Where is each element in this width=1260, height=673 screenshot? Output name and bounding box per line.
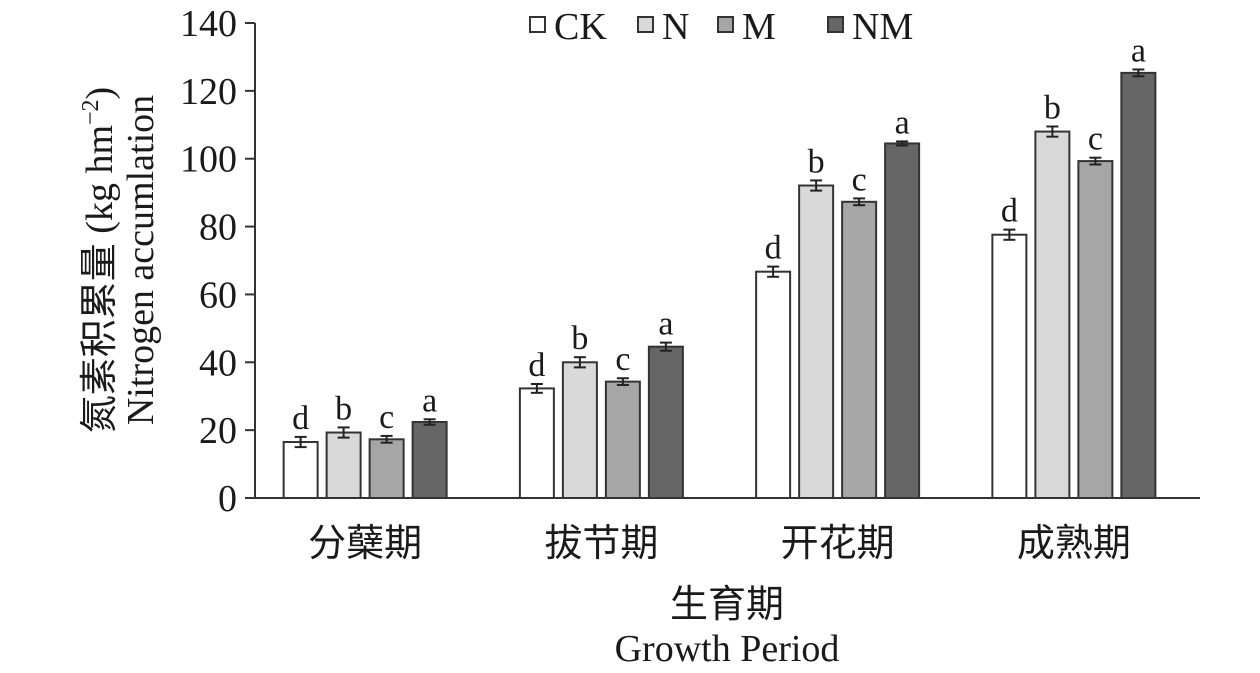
legend-label-n: N bbox=[662, 6, 689, 48]
bar-nm-3 bbox=[1120, 71, 1157, 499]
x-category-label: 分蘖期 bbox=[308, 523, 422, 565]
legend: CK N M NM bbox=[529, 6, 913, 48]
bar-nm-0 bbox=[411, 421, 448, 499]
bar-n-2 bbox=[798, 184, 835, 499]
significance-label: b bbox=[335, 390, 352, 427]
bar-ck-2 bbox=[755, 270, 792, 500]
significance-label: c bbox=[379, 399, 394, 436]
y-axis-title-en: Nitrogen accumlation bbox=[120, 95, 162, 425]
significance-label: d bbox=[528, 347, 545, 384]
x-category-label: 开花期 bbox=[781, 523, 895, 565]
significance-label: d bbox=[765, 230, 782, 267]
y-tick-label: 80 bbox=[199, 207, 237, 249]
legend-label-nm: NM bbox=[852, 6, 913, 48]
bar-m-3 bbox=[1077, 160, 1114, 499]
y-axis-title-sup: −2 bbox=[78, 99, 104, 125]
y-axis-title-close: ) bbox=[79, 87, 121, 100]
y-tick-label: 0 bbox=[218, 478, 237, 520]
significance-label: b bbox=[571, 320, 588, 357]
x-axis-title-en: Growth Period bbox=[615, 628, 840, 670]
significance-label: c bbox=[852, 161, 867, 198]
bar-n-0 bbox=[325, 431, 362, 499]
significance-label: d bbox=[292, 400, 309, 437]
x-axis-title-cn: 生育期 bbox=[670, 584, 784, 626]
y-tick-label: 60 bbox=[199, 274, 237, 316]
y-tick-label: 120 bbox=[180, 71, 237, 113]
significance-label: d bbox=[1001, 193, 1018, 230]
legend-swatch-ck bbox=[529, 16, 546, 33]
bar-ck-0 bbox=[282, 441, 319, 499]
x-category-label: 拔节期 bbox=[544, 523, 658, 565]
significance-label: a bbox=[422, 382, 437, 419]
bar-ck-3 bbox=[991, 233, 1028, 499]
x-category-label: 成熟期 bbox=[1017, 523, 1131, 565]
significance-label: a bbox=[895, 104, 910, 141]
significance-label: c bbox=[1088, 121, 1103, 158]
bar-ck-1 bbox=[518, 387, 555, 499]
legend-label-ck: CK bbox=[554, 6, 607, 48]
y-tick-label: 20 bbox=[199, 410, 237, 452]
legend-swatch-m bbox=[717, 16, 734, 33]
bar-n-1 bbox=[561, 361, 598, 499]
bar-m-0 bbox=[368, 438, 405, 499]
significance-label: c bbox=[615, 341, 630, 378]
x-categories-group: 分蘖期 拔节期 开花期 成熟期 bbox=[308, 523, 1131, 565]
significance-label: b bbox=[808, 143, 825, 180]
legend-swatch-n bbox=[637, 16, 654, 33]
significance-label: a bbox=[1131, 32, 1146, 69]
bar-nm-1 bbox=[647, 345, 684, 499]
y-tick-label: 40 bbox=[199, 342, 237, 384]
bar-m-2 bbox=[841, 200, 878, 500]
legend-swatch-nm bbox=[827, 16, 844, 33]
bar-n-3 bbox=[1034, 130, 1071, 499]
axes-group bbox=[254, 23, 1200, 499]
bar-nm-2 bbox=[884, 142, 921, 499]
y-ticks-group: 0 20 40 60 80 100 120 140 bbox=[180, 3, 255, 520]
legend-label-m: M bbox=[742, 6, 776, 48]
significance-label: a bbox=[658, 306, 673, 343]
y-axis-title-cn: 氮素积累量 (kg hm−2) bbox=[78, 87, 121, 433]
significance-label: b bbox=[1044, 89, 1061, 126]
bar-m-1 bbox=[604, 380, 641, 499]
y-tick-label: 140 bbox=[180, 3, 237, 45]
y-tick-label: 100 bbox=[180, 139, 237, 181]
